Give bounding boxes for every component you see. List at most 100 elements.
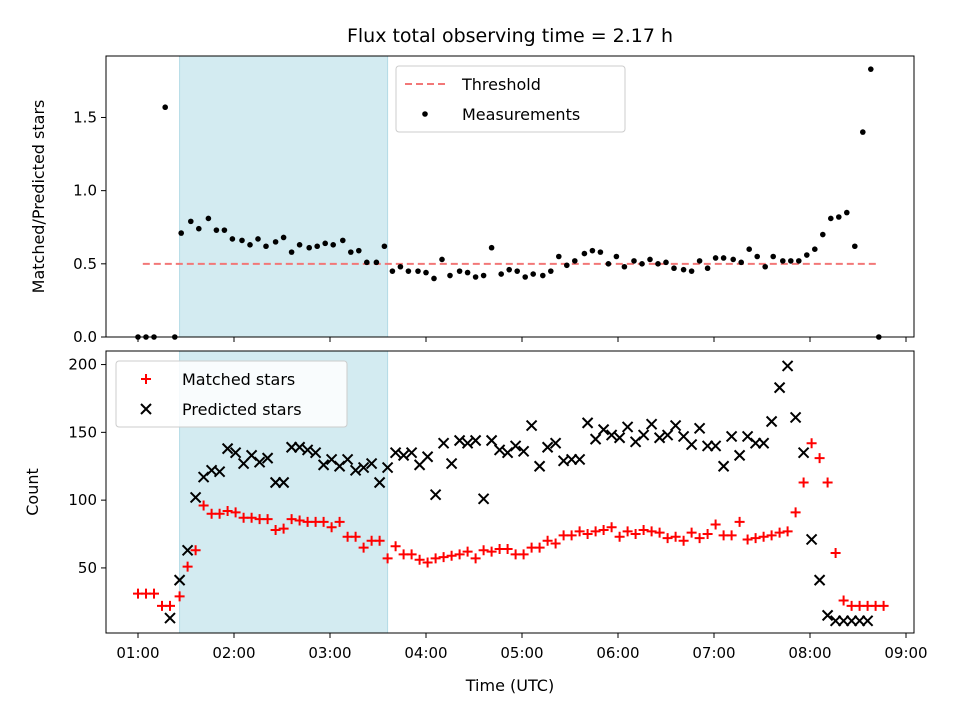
predicted-star-point <box>821 609 834 622</box>
predicted-star-point <box>189 491 202 504</box>
predicted-star-point <box>709 440 722 452</box>
measurement-point <box>472 274 479 280</box>
predicted-star-point <box>757 437 770 449</box>
predicted-star-point <box>725 430 738 443</box>
measurement-point <box>506 266 512 273</box>
measurement-point <box>322 240 329 247</box>
measurement-point <box>548 268 554 274</box>
matched-star-point <box>646 526 657 537</box>
predicted-star-point <box>805 533 818 546</box>
predicted-star-point <box>581 417 594 429</box>
measurement-point <box>314 243 321 250</box>
matched-star-point <box>878 600 889 611</box>
matched-star-point <box>518 549 529 560</box>
matched-star-point <box>358 542 369 553</box>
measurement-point <box>738 259 744 266</box>
predicted-star-point <box>813 574 826 586</box>
predicted-star-point <box>213 465 226 478</box>
bottom-legend: Matched stars Predicted stars <box>115 360 348 428</box>
measurement-point <box>306 244 313 251</box>
predicted-star-point <box>301 444 314 456</box>
measurement-point <box>556 253 562 260</box>
matched-star-point <box>766 530 777 541</box>
predicted-star-point <box>541 441 554 453</box>
measurement-point <box>868 66 874 72</box>
x-tick-label: 06:00 <box>596 644 639 662</box>
measurement-point <box>188 218 194 225</box>
x-tick-label: 01:00 <box>116 644 159 662</box>
matched-star-point <box>174 591 185 602</box>
bottom-plot: 50 100 150 200 01:00 02:00 03:00 04:00 05:00 06:… <box>68 350 928 662</box>
measurement-point <box>296 241 303 248</box>
matched-star-point <box>246 512 257 523</box>
measurement-point <box>796 258 802 264</box>
legend-measurements-label: Measurements <box>462 105 580 124</box>
predicted-star-point <box>693 422 706 434</box>
predicted-star-point <box>253 456 266 468</box>
predicted-star-point <box>773 381 786 394</box>
measurement-point <box>613 253 620 260</box>
predicted-star-point <box>229 446 242 459</box>
y-tick-label: 1.5 <box>73 108 97 126</box>
top-plot-frame <box>105 55 915 338</box>
y-tick-label: 0.0 <box>73 328 97 346</box>
measurement-point <box>597 249 604 255</box>
measurement-point <box>239 237 245 244</box>
matched-star-point <box>622 526 633 537</box>
matched-star-point <box>534 542 545 553</box>
bottom-plot-frame <box>105 350 915 634</box>
matched-star-point <box>814 453 825 464</box>
measurement-point <box>530 271 536 277</box>
matched-star-point <box>662 533 673 544</box>
measurement-point <box>447 272 453 279</box>
bottom-plot-marks <box>133 360 889 627</box>
predicted-star-point <box>597 423 610 436</box>
matched-star-point <box>286 514 297 525</box>
measurement-point <box>498 271 505 277</box>
matched-star-point <box>694 533 705 544</box>
predicted-star-point <box>317 459 330 471</box>
matched-star-point <box>390 541 401 552</box>
bottom-y-axis-label: Count <box>23 468 42 516</box>
predicted-star-point <box>765 415 778 428</box>
x-axis-label: Time (UTC) <box>465 676 554 695</box>
measurement-point <box>704 265 711 272</box>
matched-star-point <box>350 531 361 542</box>
measurement-point <box>340 237 346 244</box>
matched-star-point <box>165 600 175 611</box>
predicted-star-point <box>469 434 482 447</box>
predicted-star-point <box>549 437 562 449</box>
matched-star-point <box>462 546 473 557</box>
legend-predicted-swatch <box>140 403 152 415</box>
measurement-point <box>820 231 826 238</box>
matched-star-point <box>734 516 745 527</box>
measurement-point <box>671 265 677 272</box>
observing-window-span <box>179 55 389 338</box>
measurement-point <box>663 259 669 266</box>
matched-star-point <box>726 530 737 541</box>
measurement-point <box>488 244 495 251</box>
predicted-star-point <box>685 438 698 451</box>
measurement-point <box>828 215 834 222</box>
measurement-point <box>836 214 842 220</box>
measurement-point <box>373 259 380 266</box>
predicted-star-point <box>181 544 194 557</box>
matched-star-point <box>454 549 465 560</box>
predicted-star-point <box>605 429 618 441</box>
measurement-point <box>746 246 752 252</box>
measurement-point <box>720 255 727 261</box>
measurement-point <box>423 269 429 276</box>
matched-star-point <box>294 515 305 526</box>
predicted-star-point <box>717 460 730 472</box>
measurement-point <box>852 243 858 250</box>
measurement-point <box>272 239 279 245</box>
matched-star-point <box>614 531 625 542</box>
matched-star-point <box>798 477 809 488</box>
measurement-point <box>730 256 736 263</box>
predicted-star-point <box>421 451 434 463</box>
legend-box <box>395 65 626 133</box>
matched-star-point <box>590 526 601 537</box>
measurement-point <box>581 250 588 257</box>
predicted-star-point <box>525 419 538 432</box>
measurement-point <box>762 263 768 270</box>
